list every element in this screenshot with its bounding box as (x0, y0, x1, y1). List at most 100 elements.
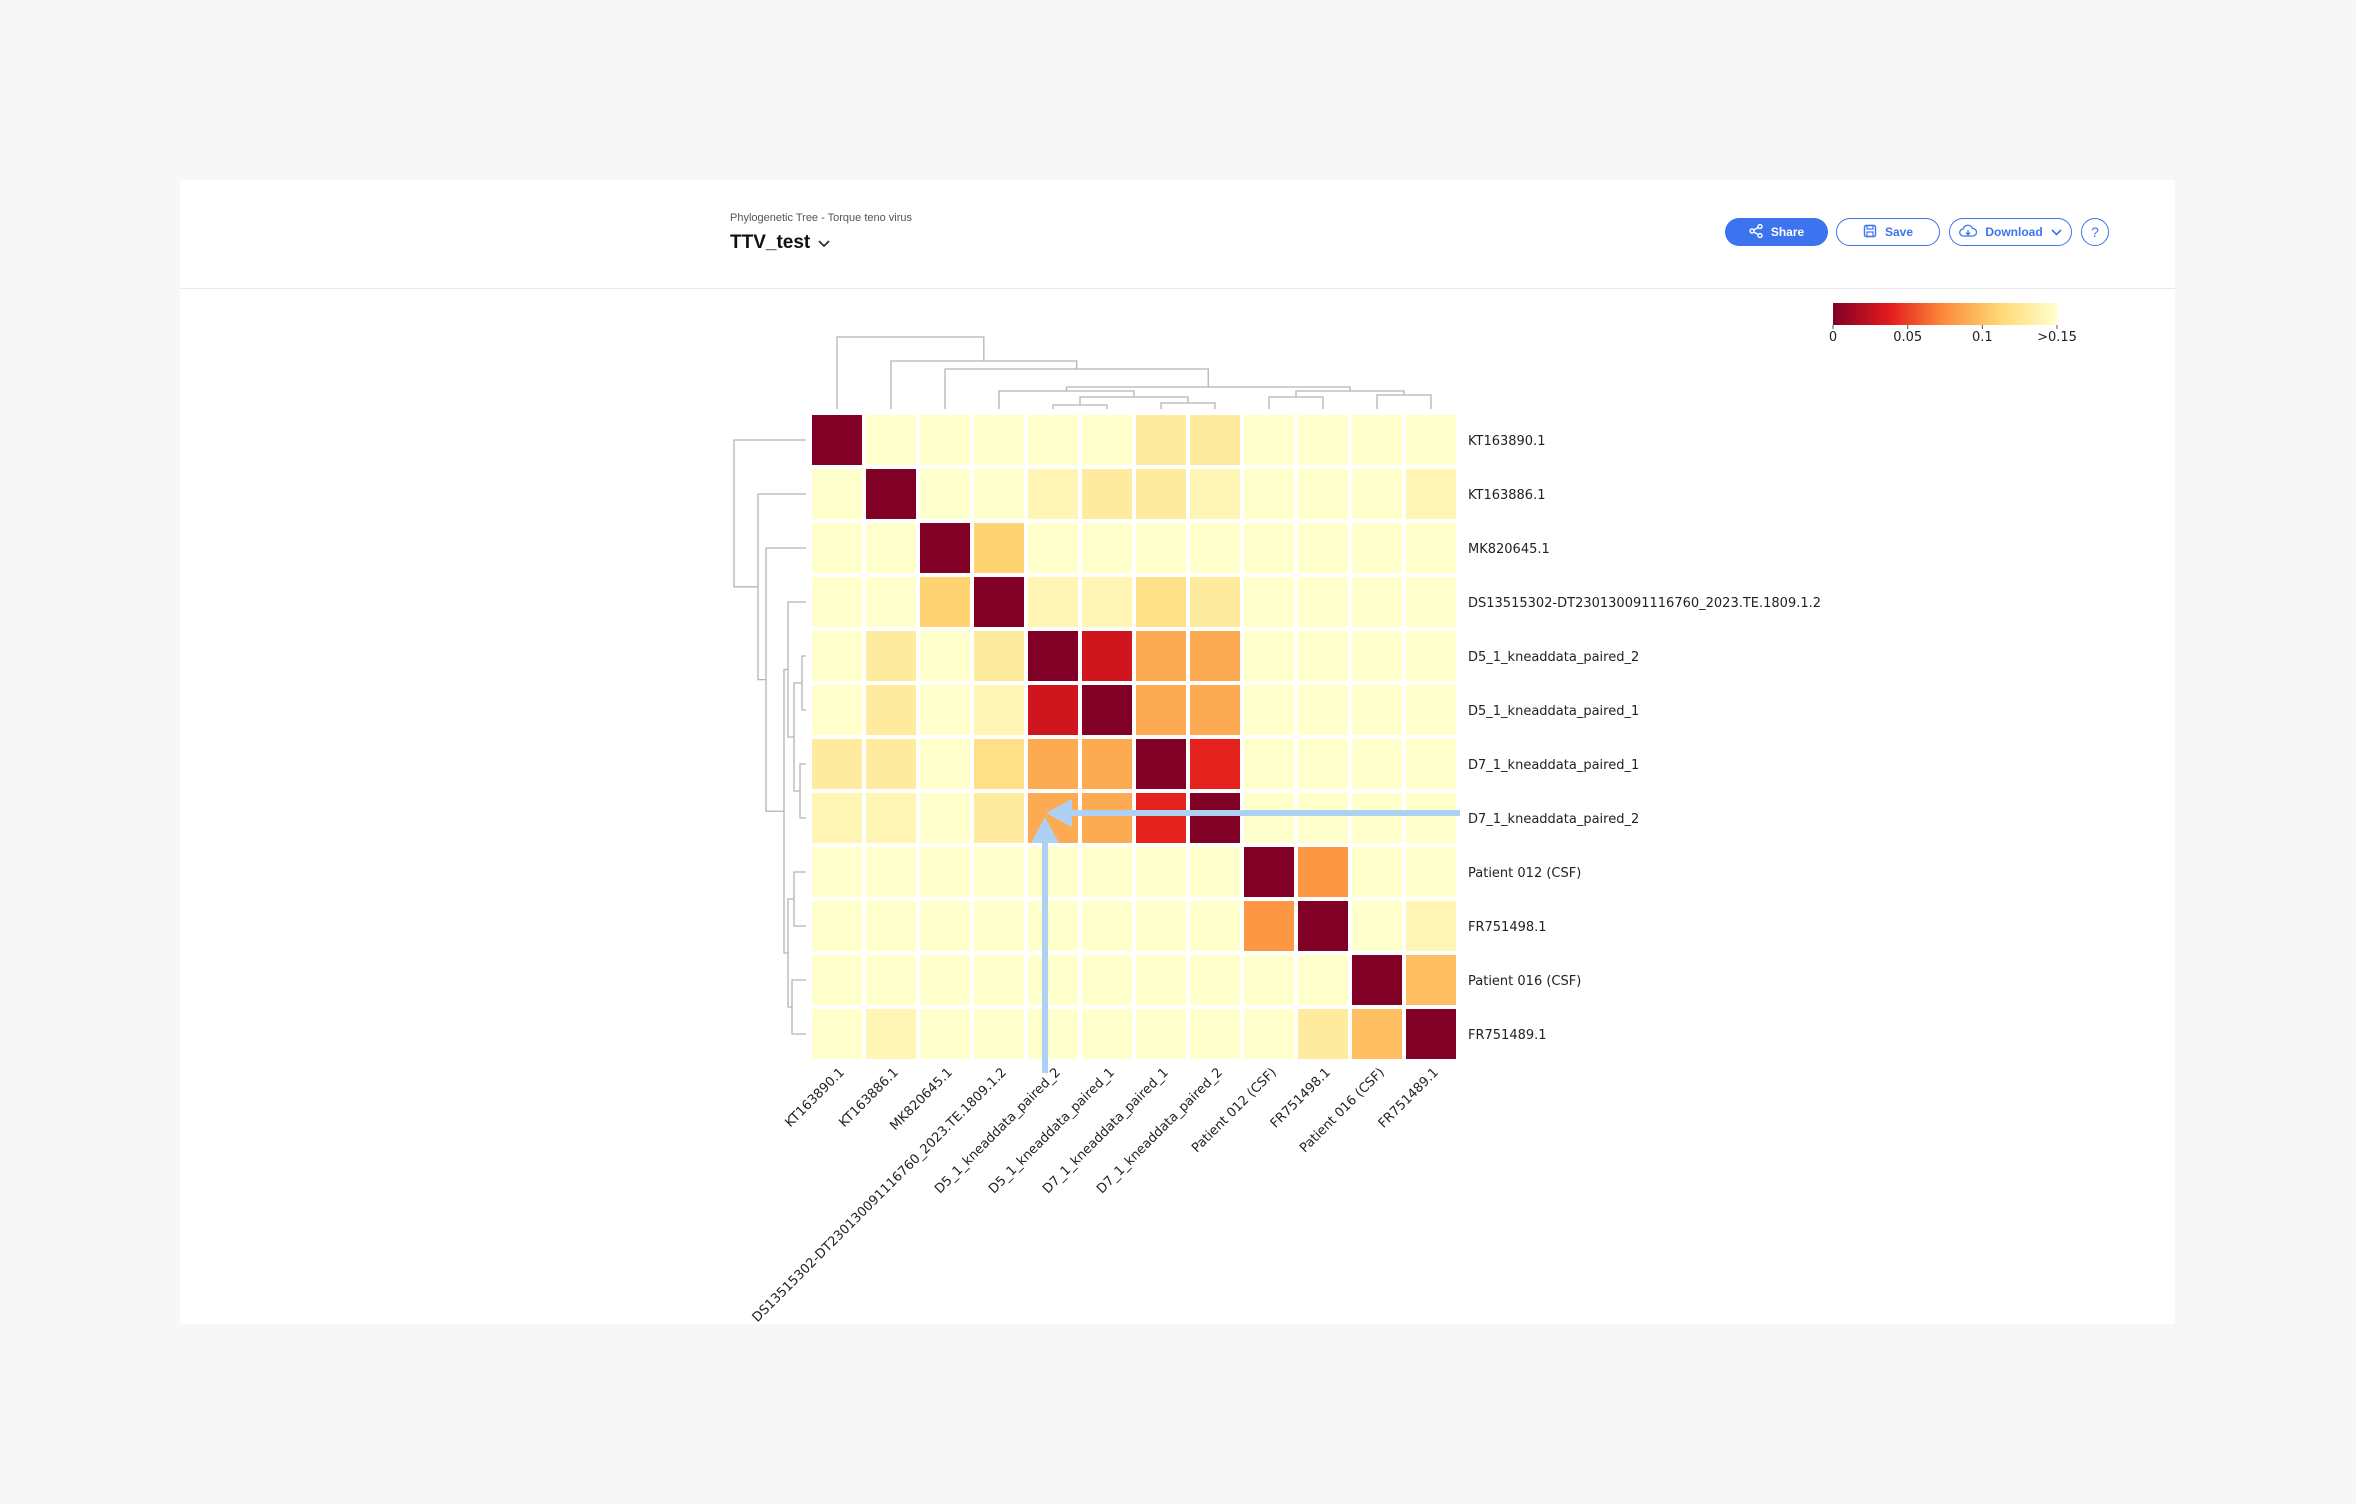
heatmap-cell (1190, 1009, 1240, 1059)
heatmap-cell (1352, 739, 1402, 789)
heatmap-cell (1244, 1009, 1294, 1059)
heatmap-cell (920, 793, 970, 843)
heatmap-cell (1190, 685, 1240, 735)
heatmap-cell (866, 685, 916, 735)
heatmap-cell (1352, 631, 1402, 681)
heatmap-cell (1406, 1009, 1456, 1059)
heatmap-cell (812, 1009, 862, 1059)
column-dendrogram-branch (1376, 394, 1432, 409)
heatmap-cell (812, 577, 862, 627)
heatmap-cell (1136, 523, 1186, 573)
row-label: DS13515302-DT230130091116760_2023.TE.180… (1468, 596, 1821, 611)
heatmap-cell (920, 1009, 970, 1059)
heatmap-cell (1244, 685, 1294, 735)
heatmap-cell (1352, 469, 1402, 519)
heatmap-cell (1136, 901, 1186, 951)
heatmap-cell (974, 685, 1024, 735)
heatmap-cell (866, 415, 916, 465)
heatmap-cell (1082, 631, 1132, 681)
heatmap-cell (866, 793, 916, 843)
heatmap-cell (974, 577, 1024, 627)
row-dendrogram-branch (787, 898, 794, 1008)
heatmap-cell (1352, 523, 1402, 573)
share-icon (1749, 223, 1763, 241)
heatmap-cell (1028, 1009, 1078, 1059)
heatmap-cell (866, 1009, 916, 1059)
heatmap-cell (1352, 577, 1402, 627)
heatmap-cell (1190, 847, 1240, 897)
heatmap-cell (1298, 415, 1348, 465)
heatmap-cell (1352, 1009, 1402, 1059)
heatmap-cell (1082, 415, 1132, 465)
heatmap-cell (1028, 469, 1078, 519)
colorbar (1833, 303, 2057, 325)
heatmap-cell (1406, 415, 1456, 465)
column-label: DS13515302-DT230130091116760_2023.TE.180… (750, 1065, 1010, 1325)
heatmap-cell (1298, 685, 1348, 735)
heatmap-cell (1244, 415, 1294, 465)
row-dendrogram-branch (793, 871, 806, 927)
heatmap-cell (974, 739, 1024, 789)
heatmap-cell (974, 523, 1024, 573)
annotation-arrowhead (1031, 817, 1059, 843)
heatmap-cell (812, 955, 862, 1005)
heatmap-cell (1082, 793, 1132, 843)
help-button[interactable]: ? (2081, 218, 2109, 246)
row-dendrogram-branch (793, 682, 802, 792)
share-button[interactable]: Share (1725, 218, 1828, 246)
row-dendrogram-branch (787, 601, 806, 738)
column-dendrogram-branch (998, 390, 1135, 409)
heatmap-cell (1028, 685, 1078, 735)
heatmap-cell (1136, 739, 1186, 789)
heatmap-cell (812, 685, 862, 735)
heatmap-cell (1244, 523, 1294, 573)
heatmap-cell (1082, 577, 1132, 627)
heatmap-cell (1352, 415, 1402, 465)
heatmap-cell (1298, 631, 1348, 681)
heatmap-cell (1244, 631, 1294, 681)
heatmap-cell (1190, 901, 1240, 951)
colorbar-tick-label: 0 (1829, 330, 1837, 345)
heatmap-cell (920, 577, 970, 627)
heatmap-cell (866, 577, 916, 627)
tree-title-dropdown[interactable]: TTV_test (730, 232, 830, 254)
row-dendrogram-branch (799, 763, 806, 819)
heatmap-cell (1406, 901, 1456, 951)
heatmap-cell (1082, 901, 1132, 951)
heatmap-cell (1406, 469, 1456, 519)
heatmap-cell (974, 415, 1024, 465)
cloud-download-icon (1959, 224, 1978, 241)
heatmap-cell (1298, 469, 1348, 519)
row-label: Patient 016 (CSF) (1468, 974, 1581, 989)
heatmap-cell (1406, 523, 1456, 573)
heatmap-cell (1136, 469, 1186, 519)
column-dendrogram-branch (1052, 404, 1108, 409)
heatmap-cell (1082, 847, 1132, 897)
row-label: KT163886.1 (1468, 488, 1546, 503)
heatmap-cell (1082, 685, 1132, 735)
heatmap-cell (1082, 739, 1132, 789)
heatmap-cell (1028, 631, 1078, 681)
heatmap-cell (812, 901, 862, 951)
heatmap-cell (1028, 955, 1078, 1005)
heatmap-cell (1352, 847, 1402, 897)
heatmap-cell (974, 955, 1024, 1005)
chevron-down-icon (2051, 225, 2062, 239)
heatmap-cell (1352, 685, 1402, 735)
heatmap-cell (920, 469, 970, 519)
heatmap-cell (812, 631, 862, 681)
heatmap-cell (920, 685, 970, 735)
download-dropdown-button[interactable]: Download (1949, 218, 2072, 246)
heatmap-cell (1190, 631, 1240, 681)
heatmap-cell (1298, 955, 1348, 1005)
heatmap-cell (1136, 793, 1186, 843)
save-button[interactable]: Save (1836, 218, 1940, 246)
heatmap-cell (1244, 577, 1294, 627)
download-label: Download (1985, 225, 2043, 239)
heatmap-cell (1298, 523, 1348, 573)
row-label: FR751489.1 (1468, 1028, 1547, 1043)
colorbar-tick-label: 0.05 (1893, 330, 1922, 345)
row-label: MK820645.1 (1468, 542, 1550, 557)
heatmap-cell (1352, 901, 1402, 951)
heatmap-cell (1190, 739, 1240, 789)
